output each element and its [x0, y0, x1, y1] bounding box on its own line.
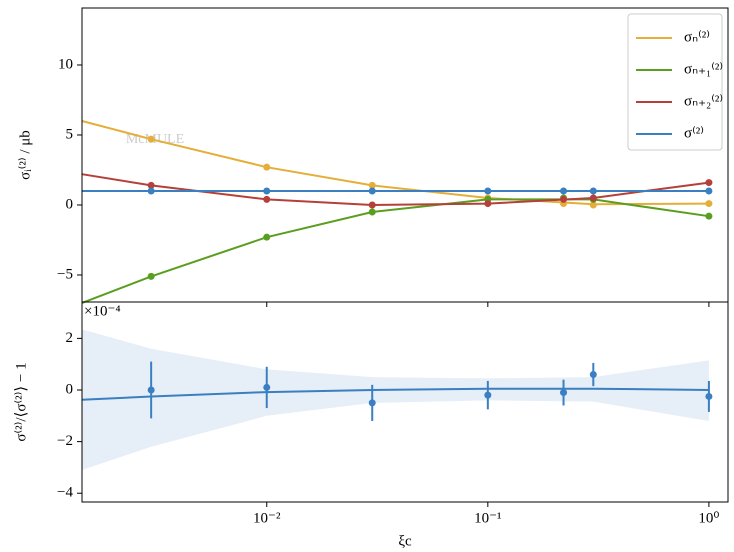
y-axis-label: σᵢ⁽²⁾ / μb: [17, 130, 33, 180]
panel: −4 −2 0 2 10⁻² 10⁻¹ 10⁰ σ⁽²⁾/⟨σ⁽²⁾⟩ − 1 ×10⁻⁴ ξc: [13, 301, 729, 549]
point: [589, 187, 597, 195]
point: [147, 386, 155, 394]
legend-label: σ⁽²⁾: [684, 125, 704, 141]
point: [147, 187, 155, 195]
point: [263, 163, 271, 171]
point: [589, 371, 597, 379]
y-tick-label: 10: [58, 56, 73, 72]
y-axis-label: σ⁽²⁾/⟨σ⁽²⁾⟩ − 1: [13, 362, 29, 441]
axes-frame: [81, 301, 729, 503]
point: [705, 212, 713, 220]
point: [368, 181, 376, 189]
legend-label: σₙ₊₂⁽²⁾: [684, 93, 723, 109]
point: [560, 187, 568, 195]
point: [560, 389, 568, 397]
point: [368, 187, 376, 195]
y-tick-label: −5: [57, 266, 73, 282]
y-tick-label: 0: [66, 381, 74, 397]
point: [147, 181, 155, 189]
legend-label: σₙ₊₁⁽²⁾: [684, 61, 723, 77]
curve: [81, 173, 710, 206]
point: [484, 200, 492, 208]
offset-label: ×10⁻⁴: [84, 303, 121, 319]
point: [705, 179, 713, 187]
legend: σₙ⁽²⁾ σₙ₊₁⁽²⁾ σₙ₊₂⁽²⁾ σ⁽²⁾: [627, 13, 723, 151]
curve: [81, 198, 710, 304]
legend-label: σₙ⁽²⁾: [684, 29, 710, 45]
point: [484, 187, 492, 195]
point: [560, 195, 568, 203]
point: [147, 135, 155, 143]
point: [263, 233, 271, 241]
point: [368, 399, 376, 407]
x-tick-label: 10⁻¹: [474, 510, 501, 526]
point: [484, 391, 492, 399]
point: [705, 200, 713, 208]
x-axis-label: ξc: [398, 533, 412, 549]
y-tick-label: 0: [66, 196, 74, 212]
point: [263, 383, 271, 391]
point: [705, 392, 713, 400]
y-tick-label: −2: [57, 433, 73, 449]
uncertainty-band: [82, 329, 709, 470]
x-tick-label: 10⁰: [698, 510, 719, 526]
y-tick-label: 2: [66, 330, 74, 346]
point: [368, 201, 376, 209]
legend-box: [627, 13, 723, 151]
point: [589, 194, 597, 202]
y-tick-label: −4: [57, 485, 73, 501]
point: [263, 195, 271, 203]
point: [147, 272, 155, 280]
x-tick-label: 10⁻²: [253, 510, 281, 526]
point: [589, 201, 597, 209]
y-tick-label: 5: [66, 126, 74, 142]
point: [263, 187, 271, 195]
point: [705, 187, 713, 195]
point: [368, 208, 376, 216]
